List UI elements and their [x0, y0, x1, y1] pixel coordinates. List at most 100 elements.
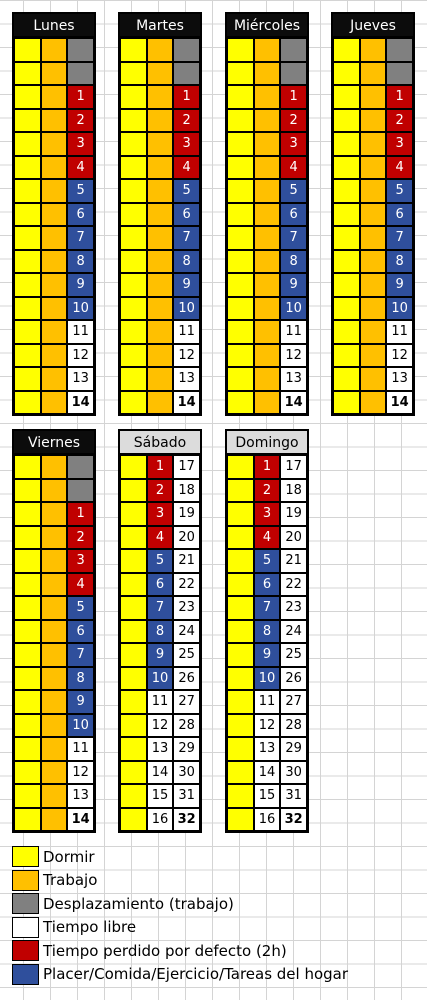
- hour-cell-sleep: [120, 85, 147, 109]
- hour-cell-free: 32: [173, 807, 201, 831]
- hour-cell-work: [359, 61, 387, 85]
- hour-cell-lost: 1: [67, 502, 95, 526]
- hour-cell-sleep: [227, 179, 254, 203]
- legend-item-pleasure: Placer/Comida/Ejercicio/Tareas del hogar: [12, 963, 348, 987]
- hour-cell-work: [40, 455, 68, 479]
- hour-cell-work: [40, 784, 68, 808]
- hour-row: 8: [14, 666, 95, 690]
- hour-cell-free: 11: [146, 690, 174, 714]
- hour-cell-lost: 1: [386, 85, 414, 109]
- hour-row: 11: [227, 320, 308, 344]
- hour-row: 14: [227, 390, 308, 414]
- hour-cell-free: 32: [280, 807, 308, 831]
- hour-cell-free: 17: [173, 455, 201, 479]
- hour-cell-commute: [67, 455, 95, 479]
- hour-row: 6: [14, 202, 95, 226]
- hour-row: 9 25: [120, 643, 201, 667]
- hour-cell-free: 24: [173, 619, 201, 643]
- hour-cell-work: [40, 737, 68, 761]
- hour-cell-work: [146, 367, 174, 391]
- hour-cell-sleep: [120, 179, 147, 203]
- hour-cell-pleasure: 6: [173, 202, 201, 226]
- hour-row: [120, 61, 201, 85]
- hour-cell-sleep: [14, 666, 41, 690]
- hour-row: 14: [14, 807, 95, 831]
- hour-cell-commute: [173, 38, 201, 62]
- day-header-sabado: Sábado: [120, 431, 200, 455]
- hour-cell-sleep: [14, 85, 41, 109]
- hour-cell-sleep: [120, 38, 147, 62]
- hour-cell-work: [40, 249, 68, 273]
- hour-cell-work: [146, 390, 174, 414]
- hour-cell-work: [40, 807, 68, 831]
- hour-cell-lost: 3: [253, 502, 281, 526]
- hour-row: 13: [14, 367, 95, 391]
- hour-cell-pleasure: 8: [146, 619, 174, 643]
- hour-cell-sleep: [227, 202, 254, 226]
- hour-cell-sleep: [14, 549, 41, 573]
- hour-row: 12: [227, 343, 308, 367]
- hour-cell-free: 14: [253, 760, 281, 784]
- hour-cell-free: 16: [253, 807, 281, 831]
- hour-cell-sleep: [227, 108, 254, 132]
- hour-cell-pleasure: 9: [253, 643, 281, 667]
- hour-cell-sleep: [333, 132, 360, 156]
- day-header-domingo: Domingo: [227, 431, 307, 455]
- hour-cell-sleep: [14, 502, 41, 526]
- hour-row: 8 24: [227, 619, 308, 643]
- hour-cell-sleep: [333, 273, 360, 297]
- hour-row: 13: [14, 784, 95, 808]
- hour-cell-pleasure: 6: [67, 202, 95, 226]
- legend-swatch-pleasure: [12, 963, 39, 985]
- hour-cell-sleep: [227, 155, 254, 179]
- hour-cell-sleep: [227, 643, 254, 667]
- hour-cell-sleep: [120, 502, 147, 526]
- hour-row: 10: [120, 296, 201, 320]
- hour-row: 9: [14, 273, 95, 297]
- hour-cell-pleasure: 9: [280, 273, 308, 297]
- hour-cell-free: 26: [280, 666, 308, 690]
- hour-row: 10: [227, 296, 308, 320]
- hour-row: 9: [227, 273, 308, 297]
- hour-row: 6 22: [120, 572, 201, 596]
- hour-cell-free: 26: [173, 666, 201, 690]
- hour-cell-work: [146, 132, 174, 156]
- hour-cell-pleasure: 7: [280, 226, 308, 250]
- hour-row: 3 19: [227, 502, 308, 526]
- day-header-viernes: Viernes: [14, 431, 94, 455]
- hour-row: [14, 455, 95, 479]
- hour-cell-pleasure: 10: [67, 713, 95, 737]
- hour-cell-sleep: [227, 549, 254, 573]
- hour-cell-work: [359, 38, 387, 62]
- hour-cell-free: 14: [280, 390, 308, 414]
- hour-row: 5: [14, 596, 95, 620]
- hour-cell-free: 20: [173, 525, 201, 549]
- hour-cell-sleep: [120, 61, 147, 85]
- hour-cell-commute: [386, 38, 414, 62]
- hour-cell-sleep: [14, 596, 41, 620]
- hour-cell-work: [253, 38, 281, 62]
- hour-cell-sleep: [14, 619, 41, 643]
- hour-cell-pleasure: 6: [67, 619, 95, 643]
- hour-rows: 1 2 3 4 5 6 7 8 9 10 11 12 13 14: [227, 38, 308, 414]
- day-block-sabado: Sábado 1 17 2 18 3 19 4 20 5 21 6 22 7 23 8 24 9 25 10 26 11 2…: [118, 429, 202, 833]
- hour-cell-work: [40, 619, 68, 643]
- hour-row: [14, 38, 95, 62]
- hour-row: 2: [14, 525, 95, 549]
- hour-cell-sleep: [227, 249, 254, 273]
- hour-cell-pleasure: 9: [67, 273, 95, 297]
- legend-swatch-free: [12, 916, 39, 938]
- hour-cell-work: [253, 320, 281, 344]
- hour-cell-work: [146, 320, 174, 344]
- hour-cell-work: [40, 226, 68, 250]
- hour-cell-work: [253, 273, 281, 297]
- hour-cell-work: [146, 343, 174, 367]
- day-block-miercoles: Miércoles 1 2 3 4 5 6 7 8 9 10 11 12 13 14: [225, 12, 309, 416]
- hour-cell-work: [359, 85, 387, 109]
- hour-row: 7: [14, 643, 95, 667]
- hour-cell-sleep: [120, 273, 147, 297]
- hour-cell-sleep: [120, 249, 147, 273]
- hour-cell-work: [40, 38, 68, 62]
- hour-cell-pleasure: 9: [146, 643, 174, 667]
- hour-cell-pleasure: 5: [173, 179, 201, 203]
